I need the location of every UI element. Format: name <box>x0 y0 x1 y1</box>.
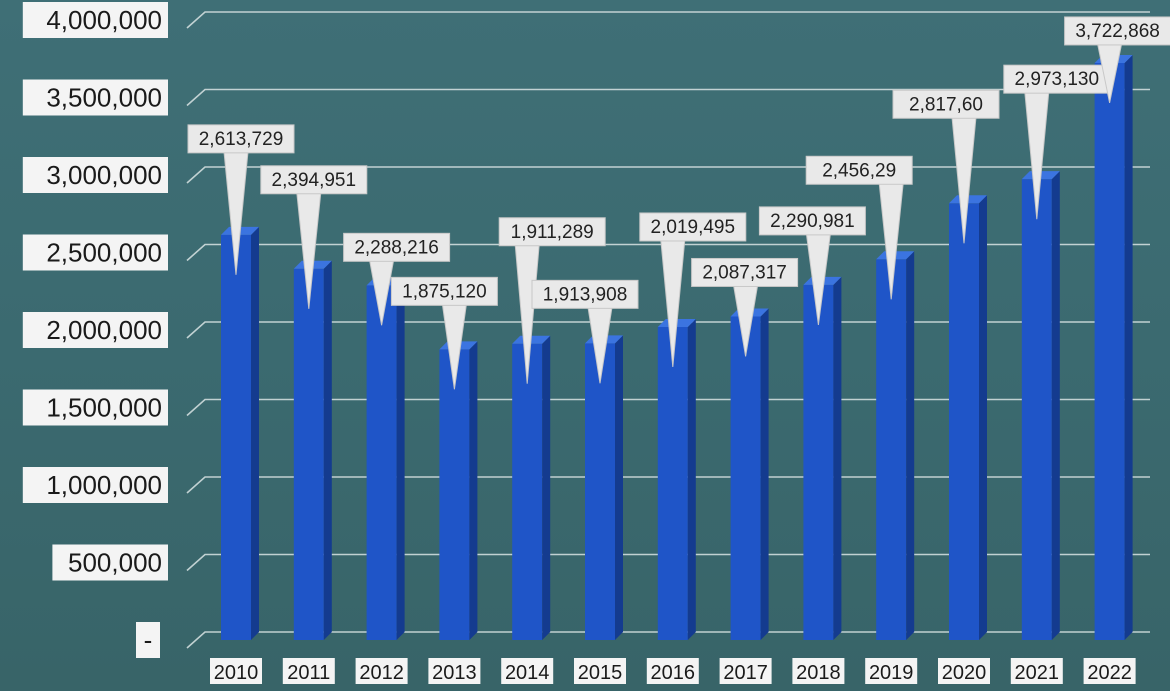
data-label: 2,087,317 <box>691 257 799 357</box>
x-tick-label: 2019 <box>865 658 918 684</box>
x-tick-label: 2015 <box>574 658 626 684</box>
y-tick-label: 1,000,000 <box>22 467 168 503</box>
y-tick-label: 4,000,000 <box>22 2 168 38</box>
data-label: 2,613,729 <box>187 124 295 275</box>
bar <box>730 308 769 640</box>
y-tick-label: 3,500,000 <box>22 79 168 116</box>
x-tick-label: 2021 <box>1010 658 1063 684</box>
svg-text:2,394,951: 2,394,951 <box>272 170 357 191</box>
y-axis-ticks: - 500,000 1,000,000 1,500,000 2,000,000 2,500… <box>22 2 168 658</box>
svg-text:2,456,29: 2,456,29 <box>822 160 896 181</box>
x-axis-ticks: 2010 2011 2012 2013 2014 2015 2016 2017 2018 2019… <box>210 658 1136 684</box>
svg-text:2014: 2014 <box>505 662 550 684</box>
svg-text:2011: 2011 <box>287 662 330 684</box>
gridlines <box>186 11 1150 649</box>
svg-text:2,000,000: 2,000,000 <box>46 315 162 345</box>
svg-text:2,087,317: 2,087,317 <box>702 262 787 283</box>
y-tick-label: - <box>136 622 160 658</box>
svg-text:2,290,981: 2,290,981 <box>770 211 855 232</box>
x-tick-label: 2018 <box>792 658 845 684</box>
data-label: 1,911,289 <box>498 217 606 384</box>
svg-text:3,000,000: 3,000,000 <box>46 160 162 190</box>
data-label: 3,722,868 <box>1064 16 1170 104</box>
bar <box>803 276 842 640</box>
x-tick-label: 2012 <box>355 658 408 684</box>
data-label: 1,875,120 <box>390 276 498 390</box>
x-tick-label: 2020 <box>938 658 990 684</box>
svg-text:3,722,868: 3,722,868 <box>1075 21 1160 42</box>
bar <box>366 277 405 640</box>
svg-text:1,913,908: 1,913,908 <box>543 284 628 305</box>
data-label: 2,288,216 <box>343 232 451 326</box>
bar <box>221 226 259 640</box>
svg-text:2019: 2019 <box>869 662 914 684</box>
svg-text:-: - <box>144 625 153 655</box>
svg-text:1,000,000: 1,000,000 <box>46 470 162 500</box>
x-tick-label: 2013 <box>428 658 481 684</box>
x-tick-label: 2014 <box>501 658 554 684</box>
data-label: 1,913,908 <box>531 279 639 384</box>
svg-text:2,817,60: 2,817,60 <box>909 94 983 115</box>
svg-text:500,000: 500,000 <box>68 548 162 578</box>
data-label: 2,290,981 <box>758 206 866 325</box>
svg-text:2017: 2017 <box>723 662 768 684</box>
svg-text:2018: 2018 <box>796 662 841 684</box>
svg-text:4,000,000: 4,000,000 <box>46 5 162 35</box>
y-tick-label: 1,500,000 <box>22 389 168 426</box>
svg-text:2010: 2010 <box>214 662 259 684</box>
bar <box>585 335 623 640</box>
gridline <box>186 88 1150 107</box>
svg-text:1,911,289: 1,911,289 <box>511 222 594 243</box>
data-labels: 2,613,729 2,394,951 2,288,216 1,875,120 1,91… <box>187 16 1170 390</box>
gridline <box>186 11 1150 29</box>
svg-text:2,613,729: 2,613,729 <box>199 129 284 150</box>
data-label: 2,973,130 <box>1003 64 1111 220</box>
svg-text:2,500,000: 2,500,000 <box>46 238 162 268</box>
svg-text:2020: 2020 <box>942 662 987 684</box>
y-tick-label: 2,000,000 <box>22 312 168 348</box>
bar <box>949 195 987 640</box>
x-tick-label: 2017 <box>719 658 772 684</box>
svg-text:2016: 2016 <box>651 662 696 684</box>
svg-text:2,973,130: 2,973,130 <box>1015 69 1100 90</box>
y-tick-label: 3,000,000 <box>22 157 168 193</box>
svg-text:3,500,000: 3,500,000 <box>46 83 162 113</box>
svg-text:2022: 2022 <box>1087 662 1132 684</box>
data-label: 2,019,495 <box>639 212 747 368</box>
svg-text:2,019,495: 2,019,495 <box>651 217 736 238</box>
bar <box>1094 54 1133 641</box>
bar <box>512 335 551 640</box>
svg-text:2013: 2013 <box>432 662 477 684</box>
gridline <box>186 243 1150 262</box>
svg-text:2021: 2021 <box>1015 662 1060 684</box>
x-tick-label: 2011 <box>282 658 335 684</box>
bars <box>221 54 1133 641</box>
y-tick-label: 2,500,000 <box>22 234 168 271</box>
svg-text:1,875,120: 1,875,120 <box>402 281 487 302</box>
svg-text:2,288,216: 2,288,216 <box>354 237 439 258</box>
bar <box>439 341 478 640</box>
data-label: 2,394,951 <box>260 165 368 309</box>
bar <box>293 260 332 640</box>
bar <box>876 251 915 640</box>
bar <box>1021 171 1060 640</box>
data-label: 2,456,29 <box>805 155 913 300</box>
bar <box>657 318 696 640</box>
x-tick-label: 2016 <box>646 658 699 684</box>
svg-text:2012: 2012 <box>359 662 404 684</box>
data-label: 2,817,60 <box>892 89 1000 244</box>
y-tick-label: 500,000 <box>52 544 168 581</box>
svg-text:1,500,000: 1,500,000 <box>46 393 162 423</box>
svg-text:2015: 2015 <box>578 662 623 684</box>
x-tick-label: 2010 <box>210 658 262 684</box>
x-tick-label: 2022 <box>1083 658 1136 684</box>
